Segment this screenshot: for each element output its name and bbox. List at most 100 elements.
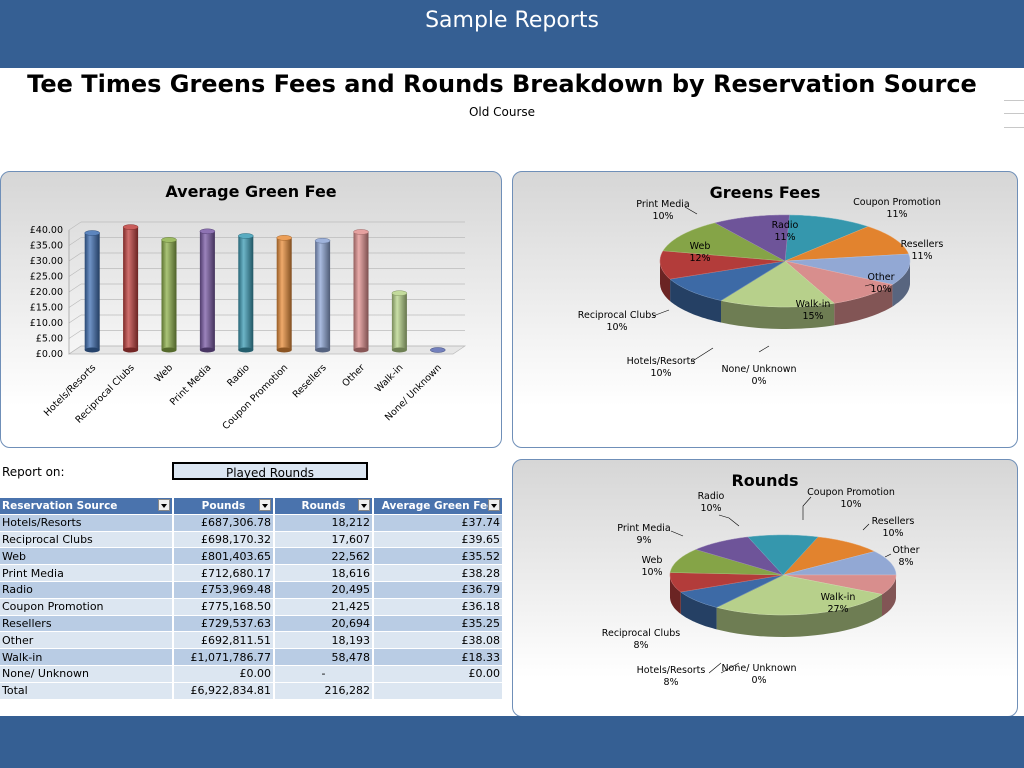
svg-text:9%: 9% <box>636 535 651 546</box>
svg-text:Print Media: Print Media <box>636 199 689 210</box>
bar <box>161 237 177 353</box>
pie-slice <box>680 574 784 608</box>
svg-text:10%: 10% <box>700 503 721 514</box>
filter-dropdown-icon[interactable] <box>488 499 500 511</box>
svg-text:8%: 8% <box>898 557 913 568</box>
pie-slice <box>669 572 784 593</box>
y-tick-label: £0.00 <box>36 349 63 360</box>
svg-text:Hotels/Resorts: Hotels/Resorts <box>637 665 706 676</box>
y-tick-label: £35.00 <box>30 241 63 252</box>
svg-text:Resellers: Resellers <box>901 239 944 250</box>
table-cell: Total <box>0 682 174 700</box>
pie-slice <box>747 534 819 576</box>
x-tick-label: Print Media <box>168 362 214 408</box>
table-cell: 20,694 <box>274 615 374 633</box>
pie-slice <box>782 574 897 595</box>
report-on-select[interactable]: Played Rounds <box>172 462 368 480</box>
table-cell: Walk-in <box>0 648 174 666</box>
svg-text:10%: 10% <box>650 368 671 379</box>
table-cell: £35.25 <box>373 615 504 633</box>
table-cell: £39.65 <box>373 531 504 549</box>
pie-slice <box>782 551 897 576</box>
svg-text:10%: 10% <box>870 284 891 295</box>
svg-text:12%: 12% <box>689 253 710 264</box>
rounds-chart: Rounds Coupon Promotion 10% Resellers 10% Oth… <box>512 459 1018 717</box>
table-cell: £753,969.48 <box>173 581 275 599</box>
column-header-pounds[interactable]: Pounds <box>173 498 275 515</box>
svg-text:11%: 11% <box>774 232 795 243</box>
table-row: None/ Unknown £0.00- £0.00 <box>0 665 504 683</box>
filter-dropdown-icon[interactable] <box>158 499 170 511</box>
table-cell: 20,495 <box>274 581 374 599</box>
table-row: Hotels/Resorts £687,306.78 18,212 £37.74 <box>0 514 504 532</box>
divider <box>1004 127 1024 128</box>
table-cell: None/ Unknown <box>0 665 174 683</box>
pie-slice <box>784 214 869 262</box>
table-cell: Other <box>0 631 174 650</box>
table-cell: £698,170.32 <box>173 531 275 549</box>
table-cell: 21,425 <box>274 598 374 616</box>
pie-slice <box>782 536 876 576</box>
column-header-rounds[interactable]: Rounds <box>274 498 374 515</box>
column-header-average-green-fee[interactable]: Average Green Fee <box>373 498 504 515</box>
greens-fees-chart: Greens Fees Radio 11% Coupon Promotion 11% Re… <box>512 171 1018 448</box>
table-cell: £38.08 <box>373 631 504 650</box>
svg-text:27%: 27% <box>827 604 848 615</box>
table-cell: £687,306.78 <box>173 514 275 532</box>
table-cell: £801,403.65 <box>173 547 275 566</box>
svg-text:10%: 10% <box>840 499 861 510</box>
svg-text:0%: 0% <box>751 675 766 686</box>
filter-dropdown-icon[interactable] <box>259 499 271 511</box>
svg-text:15%: 15% <box>802 311 823 322</box>
gridline <box>68 299 82 308</box>
table-cell: £0.00 <box>173 665 275 683</box>
divider <box>1004 113 1024 114</box>
filter-dropdown-icon[interactable] <box>358 499 370 511</box>
report-on-label: Report on: <box>2 465 65 479</box>
table-row: Coupon Promotion £775,168.50 21,425 £36.18 <box>0 598 504 616</box>
svg-text:None/ Unknown: None/ Unknown <box>721 364 796 375</box>
y-tick-label: £40.00 <box>30 225 63 236</box>
table-cell: £18.33 <box>373 648 504 666</box>
table-cell: 17,607 <box>274 531 374 549</box>
pie-slice <box>784 226 909 262</box>
table-cell: 18,212 <box>274 514 374 532</box>
chart-title: Average Green Fee <box>165 182 336 201</box>
bar <box>238 233 254 353</box>
reservation-table: Reservation Source Pounds Rounds Average… <box>0 498 504 700</box>
svg-text:Reciprocal Clubs: Reciprocal Clubs <box>602 628 680 639</box>
svg-text:8%: 8% <box>663 677 678 688</box>
y-tick-label: £30.00 <box>30 256 63 267</box>
bar-chart-svg: Average Green Fee £0.00 £5.00 £10.00 £15.00 £… <box>30 182 467 432</box>
bar <box>122 224 139 353</box>
bar <box>391 290 408 353</box>
table-row: Reciprocal Clubs £698,170.32 17,607 £39.65 <box>0 531 504 549</box>
x-tick-label: Walk-in <box>373 362 405 394</box>
gridline <box>68 314 82 324</box>
bar <box>276 235 292 353</box>
x-tick-label: Resellers <box>291 362 329 400</box>
svg-text:Radio: Radio <box>698 491 725 502</box>
pie-slice <box>784 260 894 304</box>
table-cell: Reciprocal Clubs <box>0 531 174 549</box>
table-cell: Radio <box>0 581 174 599</box>
svg-text:10%: 10% <box>641 567 662 578</box>
svg-text:10%: 10% <box>606 322 627 333</box>
svg-text:Walk-in: Walk-in <box>796 299 831 310</box>
svg-text:Web: Web <box>690 241 711 252</box>
column-header-reservation-source[interactable]: Reservation Source <box>0 498 174 515</box>
table-cell: £712,680.17 <box>173 564 275 582</box>
table-cell: £0.00 <box>373 665 504 683</box>
pie-slice <box>695 536 784 576</box>
